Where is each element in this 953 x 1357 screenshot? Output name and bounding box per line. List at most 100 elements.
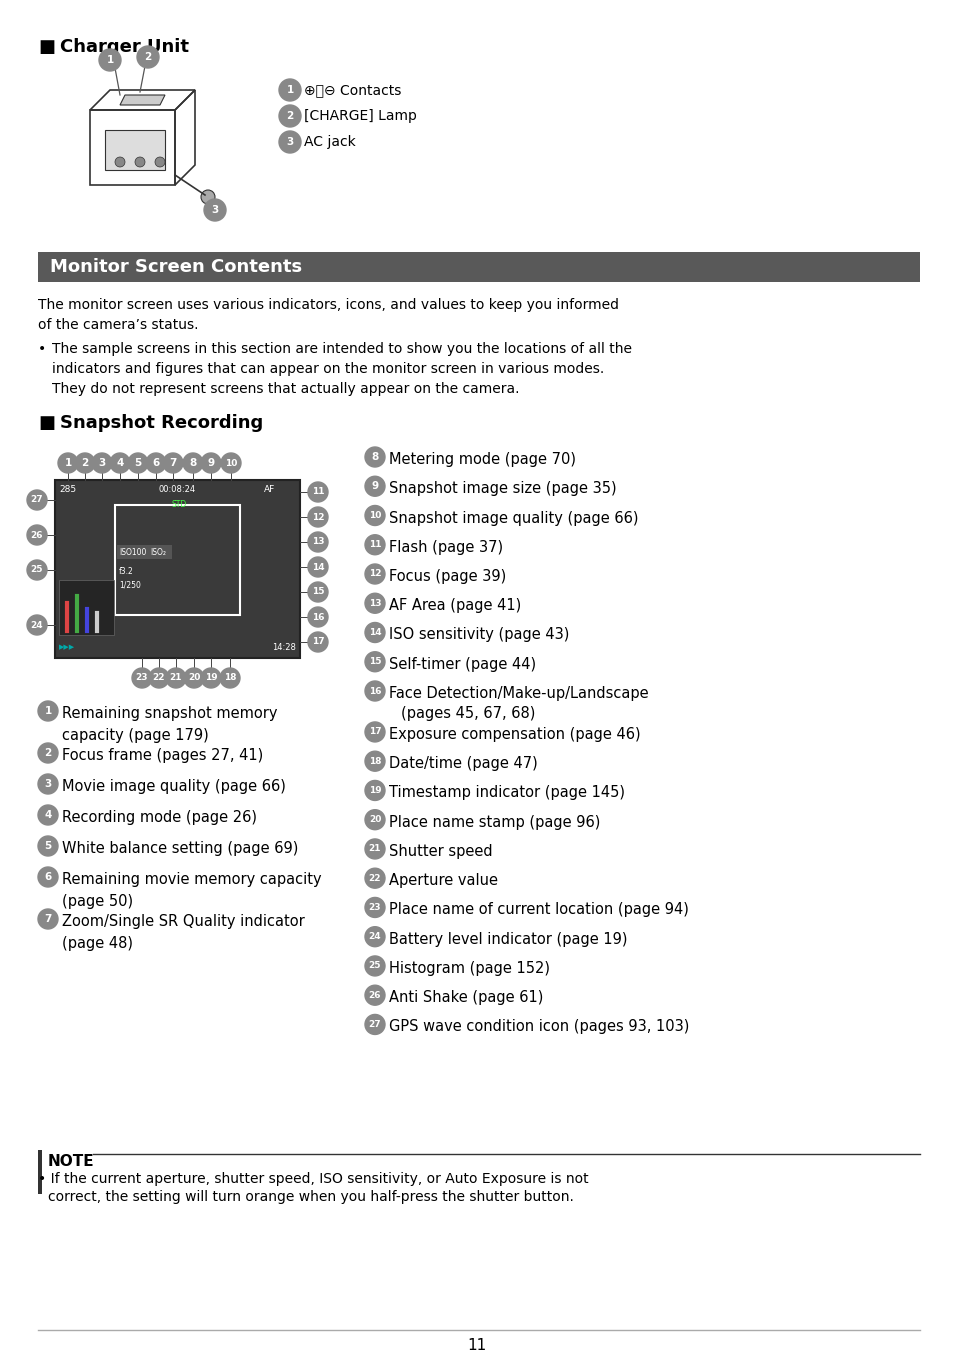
Text: 12: 12 xyxy=(312,513,324,521)
Text: correct, the setting will turn orange when you half-press the shutter button.: correct, the setting will turn orange wh… xyxy=(48,1190,574,1204)
Circle shape xyxy=(365,839,385,859)
Text: (pages 45, 67, 68): (pages 45, 67, 68) xyxy=(400,707,535,722)
Text: 11: 11 xyxy=(312,487,324,497)
Circle shape xyxy=(308,556,328,577)
Circle shape xyxy=(154,157,165,167)
Text: 5: 5 xyxy=(45,841,51,851)
Text: 7: 7 xyxy=(169,459,176,468)
Text: Date/time (page 47): Date/time (page 47) xyxy=(389,756,537,771)
Text: 22: 22 xyxy=(369,874,381,882)
Circle shape xyxy=(27,560,47,579)
Circle shape xyxy=(166,668,186,688)
Circle shape xyxy=(308,532,328,552)
Text: White balance setting (page 69): White balance setting (page 69) xyxy=(62,841,298,856)
Circle shape xyxy=(38,805,58,825)
Circle shape xyxy=(365,565,385,584)
Text: Place name stamp (page 96): Place name stamp (page 96) xyxy=(389,814,599,829)
Text: ▶▶▶: ▶▶▶ xyxy=(59,645,75,650)
Circle shape xyxy=(91,453,112,474)
Text: 20: 20 xyxy=(369,816,381,824)
Circle shape xyxy=(221,453,241,474)
Text: The monitor screen uses various indicators, icons, and values to keep you inform: The monitor screen uses various indicato… xyxy=(38,299,618,332)
Circle shape xyxy=(27,490,47,510)
Text: 5: 5 xyxy=(134,459,141,468)
Circle shape xyxy=(365,651,385,672)
Text: f3.2: f3.2 xyxy=(119,567,133,575)
Text: 1: 1 xyxy=(107,56,113,65)
Text: Place name of current location (page 94): Place name of current location (page 94) xyxy=(389,902,688,917)
Circle shape xyxy=(201,453,221,474)
Text: capacity (page 179): capacity (page 179) xyxy=(62,727,209,744)
Text: Snapshot Recording: Snapshot Recording xyxy=(60,414,263,432)
Text: 4: 4 xyxy=(44,810,51,820)
Text: AC jack: AC jack xyxy=(304,134,355,149)
Text: 1: 1 xyxy=(45,706,51,716)
Text: 16: 16 xyxy=(369,687,381,696)
FancyBboxPatch shape xyxy=(59,579,113,635)
Text: 12: 12 xyxy=(369,570,381,578)
Circle shape xyxy=(365,780,385,801)
Circle shape xyxy=(183,453,203,474)
Text: 2: 2 xyxy=(81,459,89,468)
Text: Snapshot image quality (page 66): Snapshot image quality (page 66) xyxy=(389,510,638,525)
Circle shape xyxy=(220,668,240,688)
Text: 6: 6 xyxy=(152,459,159,468)
Polygon shape xyxy=(120,95,165,104)
Circle shape xyxy=(149,668,169,688)
Text: 11: 11 xyxy=(369,540,381,550)
Circle shape xyxy=(365,868,385,889)
Circle shape xyxy=(75,453,95,474)
Text: 13: 13 xyxy=(369,598,381,608)
Circle shape xyxy=(204,199,226,221)
Text: 15: 15 xyxy=(312,588,324,597)
Circle shape xyxy=(365,1015,385,1034)
Text: 7: 7 xyxy=(44,915,51,924)
Text: 1: 1 xyxy=(64,459,71,468)
Circle shape xyxy=(38,836,58,856)
Text: 10: 10 xyxy=(225,459,237,468)
Circle shape xyxy=(365,927,385,947)
Text: 24: 24 xyxy=(30,620,43,630)
Text: 14:28: 14:28 xyxy=(272,643,295,651)
Circle shape xyxy=(38,744,58,763)
Text: AF Area (page 41): AF Area (page 41) xyxy=(389,598,520,613)
Circle shape xyxy=(38,909,58,930)
Circle shape xyxy=(308,582,328,603)
Text: Battery level indicator (page 19): Battery level indicator (page 19) xyxy=(389,932,627,947)
Text: 3: 3 xyxy=(286,137,294,147)
Circle shape xyxy=(365,955,385,976)
Circle shape xyxy=(132,668,152,688)
Circle shape xyxy=(38,773,58,794)
Text: 17: 17 xyxy=(368,727,381,737)
Circle shape xyxy=(365,722,385,742)
Circle shape xyxy=(278,104,301,128)
Circle shape xyxy=(365,897,385,917)
Circle shape xyxy=(137,46,159,68)
Text: NOTE: NOTE xyxy=(48,1153,94,1168)
Circle shape xyxy=(365,985,385,1006)
Text: ⊕Ⓣ⊖ Contacts: ⊕Ⓣ⊖ Contacts xyxy=(304,83,401,96)
Text: 3: 3 xyxy=(212,205,218,214)
Text: 1/250: 1/250 xyxy=(119,579,141,589)
Text: The sample screens in this section are intended to show you the locations of all: The sample screens in this section are i… xyxy=(52,342,631,396)
Text: GPS wave condition icon (pages 93, 103): GPS wave condition icon (pages 93, 103) xyxy=(389,1019,689,1034)
Text: Zoom/Single SR Quality indicator: Zoom/Single SR Quality indicator xyxy=(62,915,304,930)
Circle shape xyxy=(365,810,385,829)
Circle shape xyxy=(163,453,183,474)
Text: 25: 25 xyxy=(369,962,381,970)
Circle shape xyxy=(38,702,58,721)
Text: 2: 2 xyxy=(45,748,51,759)
Text: 11: 11 xyxy=(467,1338,486,1353)
Circle shape xyxy=(201,190,214,204)
Text: 14: 14 xyxy=(368,628,381,636)
Circle shape xyxy=(278,79,301,100)
Text: Exposure compensation (page 46): Exposure compensation (page 46) xyxy=(389,727,640,742)
Circle shape xyxy=(201,668,221,688)
Text: 10: 10 xyxy=(369,512,381,520)
Text: 9: 9 xyxy=(371,482,378,491)
Circle shape xyxy=(365,623,385,642)
Text: ■: ■ xyxy=(38,38,55,56)
Text: ISO sensitivity (page 43): ISO sensitivity (page 43) xyxy=(389,627,569,642)
Circle shape xyxy=(184,668,204,688)
Text: 18: 18 xyxy=(369,757,381,765)
